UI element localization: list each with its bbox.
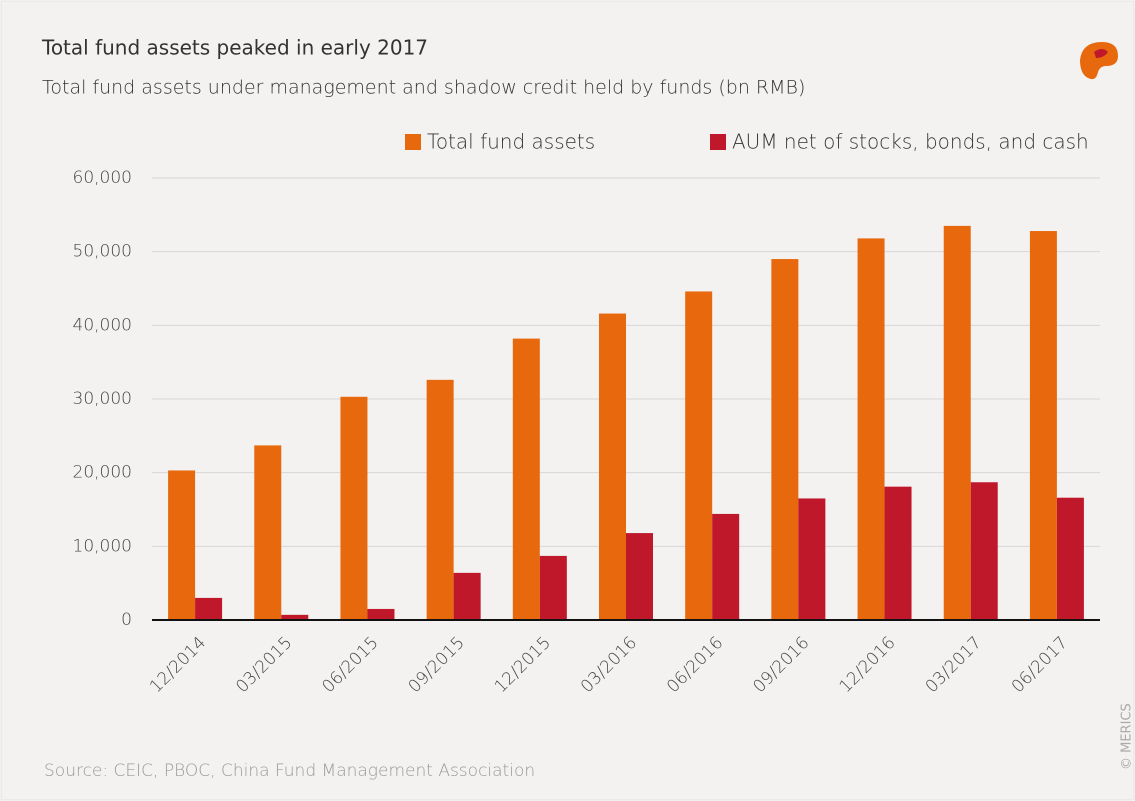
bar xyxy=(426,379,454,620)
bar xyxy=(771,259,799,620)
bar xyxy=(1056,497,1084,620)
y-tick-label: 30,000 xyxy=(73,389,132,409)
bar xyxy=(857,238,885,620)
bar xyxy=(195,597,223,620)
bar xyxy=(453,572,481,620)
bar xyxy=(712,513,740,620)
bar xyxy=(281,614,309,620)
y-tick-label: 20,000 xyxy=(73,463,132,483)
legend-swatch xyxy=(405,134,421,150)
bar xyxy=(168,470,196,620)
chart-title: Total fund assets peaked in early 2017 xyxy=(41,36,428,60)
bar xyxy=(539,555,567,620)
y-tick-label: 0 xyxy=(121,610,132,630)
credit: © MERICS xyxy=(1120,703,1135,770)
chart-subtitle: Total fund assets under management and s… xyxy=(42,77,805,99)
bar xyxy=(1029,231,1057,621)
legend-label: Total fund assets xyxy=(427,130,595,154)
y-tick-label: 60,000 xyxy=(73,168,132,188)
bar xyxy=(884,486,912,620)
bar xyxy=(970,482,998,620)
logo xyxy=(1080,42,1118,80)
y-tick-label: 10,000 xyxy=(73,536,132,556)
source: Source: CEIC, PBOC, China Fund Managemen… xyxy=(44,761,535,781)
bar xyxy=(254,445,282,620)
bar xyxy=(685,291,713,620)
bar xyxy=(367,608,395,620)
legend-swatch xyxy=(710,134,726,150)
bar xyxy=(340,396,368,620)
bar xyxy=(798,498,826,620)
bar xyxy=(512,338,540,620)
bar xyxy=(599,313,626,620)
y-tick-label: 50,000 xyxy=(73,242,132,262)
bar xyxy=(943,225,971,620)
y-tick-label: 40,000 xyxy=(73,315,132,335)
legend-label: AUM net of stocks, bonds, and cash xyxy=(732,130,1089,154)
bar xyxy=(626,533,653,620)
